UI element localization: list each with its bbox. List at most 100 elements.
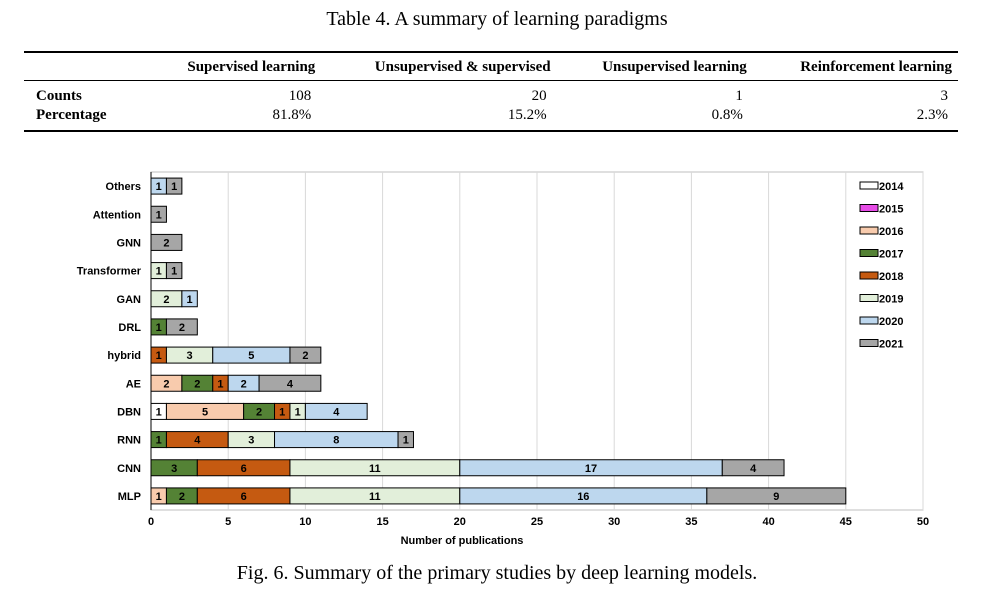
legend-swatch bbox=[859, 249, 879, 257]
data-label: 1 bbox=[156, 322, 162, 334]
data-label: 1 bbox=[156, 266, 162, 278]
data-label: 1 bbox=[187, 294, 193, 306]
legend-label: 2015 bbox=[879, 204, 903, 216]
x-tick-label: 35 bbox=[685, 516, 697, 528]
x-tick-label: 45 bbox=[840, 516, 852, 528]
x-tick-label: 20 bbox=[454, 516, 466, 528]
data-label: 3 bbox=[248, 435, 254, 447]
category-label: Transformer bbox=[77, 266, 142, 278]
data-label: 5 bbox=[248, 350, 254, 362]
header-unsupervised: Unsupervised learning bbox=[556, 51, 753, 81]
bar-segment bbox=[304, 402, 368, 420]
x-tick-label: 10 bbox=[299, 516, 311, 528]
legend-swatch bbox=[859, 271, 879, 280]
x-tick-label: 5 bbox=[225, 516, 231, 528]
table-row-percentage: Percentage 81.8% 15.2% 0.8% 2.3% bbox=[24, 106, 958, 132]
legend-swatch bbox=[859, 226, 879, 235]
data-label: 1 bbox=[156, 406, 162, 418]
bar-segment bbox=[181, 290, 198, 308]
x-tick-label: 15 bbox=[376, 516, 388, 528]
category-label: CNN bbox=[117, 463, 141, 475]
category-label: DBN bbox=[117, 406, 141, 418]
legend-label: 2019 bbox=[879, 294, 903, 306]
row-label-counts: Counts bbox=[36, 88, 82, 104]
bar-segment bbox=[721, 459, 785, 477]
data-label: 6 bbox=[241, 463, 247, 475]
table-header-row: Supervised learning Unsupervised & super… bbox=[24, 51, 958, 81]
legend-swatch bbox=[859, 294, 879, 302]
data-label: 1 bbox=[217, 378, 223, 390]
data-label: 3 bbox=[187, 350, 193, 362]
data-label: 8 bbox=[333, 435, 339, 447]
category-label: Others bbox=[106, 181, 141, 193]
legend-swatch bbox=[859, 316, 879, 325]
cell-counts-supervised: 108 bbox=[288, 88, 312, 104]
data-label: 11 bbox=[369, 463, 381, 475]
data-label: 1 bbox=[156, 350, 162, 362]
data-label: 2 bbox=[194, 378, 200, 390]
data-label: 2 bbox=[163, 378, 169, 390]
bar-segment bbox=[258, 374, 322, 392]
header-unsupervised-supervised: Unsupervised & supervised bbox=[321, 51, 557, 81]
data-label: 9 bbox=[773, 491, 779, 503]
legend-label: 2016 bbox=[879, 226, 903, 238]
bar-segment bbox=[165, 262, 183, 280]
table-caption: Table 4. A summary of learning paradigms bbox=[326, 8, 668, 30]
data-label: 16 bbox=[577, 491, 589, 503]
data-label: 2 bbox=[302, 350, 308, 362]
legend-label: 2014 bbox=[879, 181, 904, 193]
bar-segment bbox=[706, 487, 847, 505]
header-empty bbox=[24, 51, 146, 81]
data-label: 1 bbox=[279, 406, 285, 418]
legend-label: 2021 bbox=[879, 339, 903, 351]
cell-percentage-unsupervised: 0.8% bbox=[556, 106, 753, 132]
data-label: 2 bbox=[163, 237, 169, 249]
bar-segment bbox=[150, 205, 167, 223]
data-label: 2 bbox=[179, 322, 185, 334]
data-label: 1 bbox=[156, 209, 162, 221]
legend-swatch bbox=[859, 204, 879, 212]
legend-label: 2018 bbox=[879, 271, 903, 283]
data-label: 1 bbox=[403, 435, 409, 447]
x-tick-label: 50 bbox=[917, 516, 929, 528]
category-label: Attention bbox=[93, 209, 142, 221]
x-tick-label: 0 bbox=[148, 516, 154, 528]
data-label: 4 bbox=[194, 435, 201, 447]
data-label: 1 bbox=[156, 181, 162, 193]
data-label: 4 bbox=[287, 378, 294, 390]
legend-swatch bbox=[859, 181, 879, 190]
data-label: 1 bbox=[171, 181, 177, 193]
category-label: DRL bbox=[118, 322, 141, 334]
cell-counts-unsup-sup: 20 bbox=[531, 88, 547, 104]
row-label-percentage: Percentage bbox=[24, 106, 146, 132]
cell-counts-unsupervised: 1 bbox=[735, 88, 743, 104]
data-label: 1 bbox=[295, 406, 301, 418]
data-label: 6 bbox=[241, 491, 247, 503]
learning-paradigms-table: Supervised learning Unsupervised & super… bbox=[24, 51, 958, 132]
bar-segment bbox=[165, 177, 183, 195]
header-supervised: Supervised learning bbox=[146, 51, 322, 81]
data-label: 4 bbox=[333, 406, 340, 418]
cell-percentage-supervised: 81.8% bbox=[146, 106, 322, 132]
category-label: GAN bbox=[117, 294, 142, 306]
category-label: AE bbox=[126, 378, 141, 390]
table-row-counts: Counts 108 20 1 3 bbox=[24, 81, 958, 107]
data-label: 2 bbox=[179, 491, 185, 503]
cell-percentage-unsup-sup: 15.2% bbox=[321, 106, 557, 132]
data-label: 1 bbox=[156, 435, 162, 447]
bar-segment bbox=[150, 233, 183, 251]
data-label: 1 bbox=[171, 266, 177, 278]
data-label: 3 bbox=[171, 463, 177, 475]
category-label: RNN bbox=[117, 435, 141, 447]
data-label: 5 bbox=[202, 406, 208, 418]
bar-segment bbox=[165, 318, 198, 336]
header-reinforcement: Reinforcement learning bbox=[752, 51, 958, 81]
data-label: 11 bbox=[369, 491, 381, 503]
data-label: 4 bbox=[750, 463, 757, 475]
cell-percentage-reinforcement: 2.3% bbox=[752, 106, 958, 132]
data-label: 2 bbox=[256, 406, 262, 418]
legend-label: 2017 bbox=[879, 249, 903, 261]
category-label: hybrid bbox=[107, 350, 141, 362]
data-label: 1 bbox=[156, 491, 162, 503]
